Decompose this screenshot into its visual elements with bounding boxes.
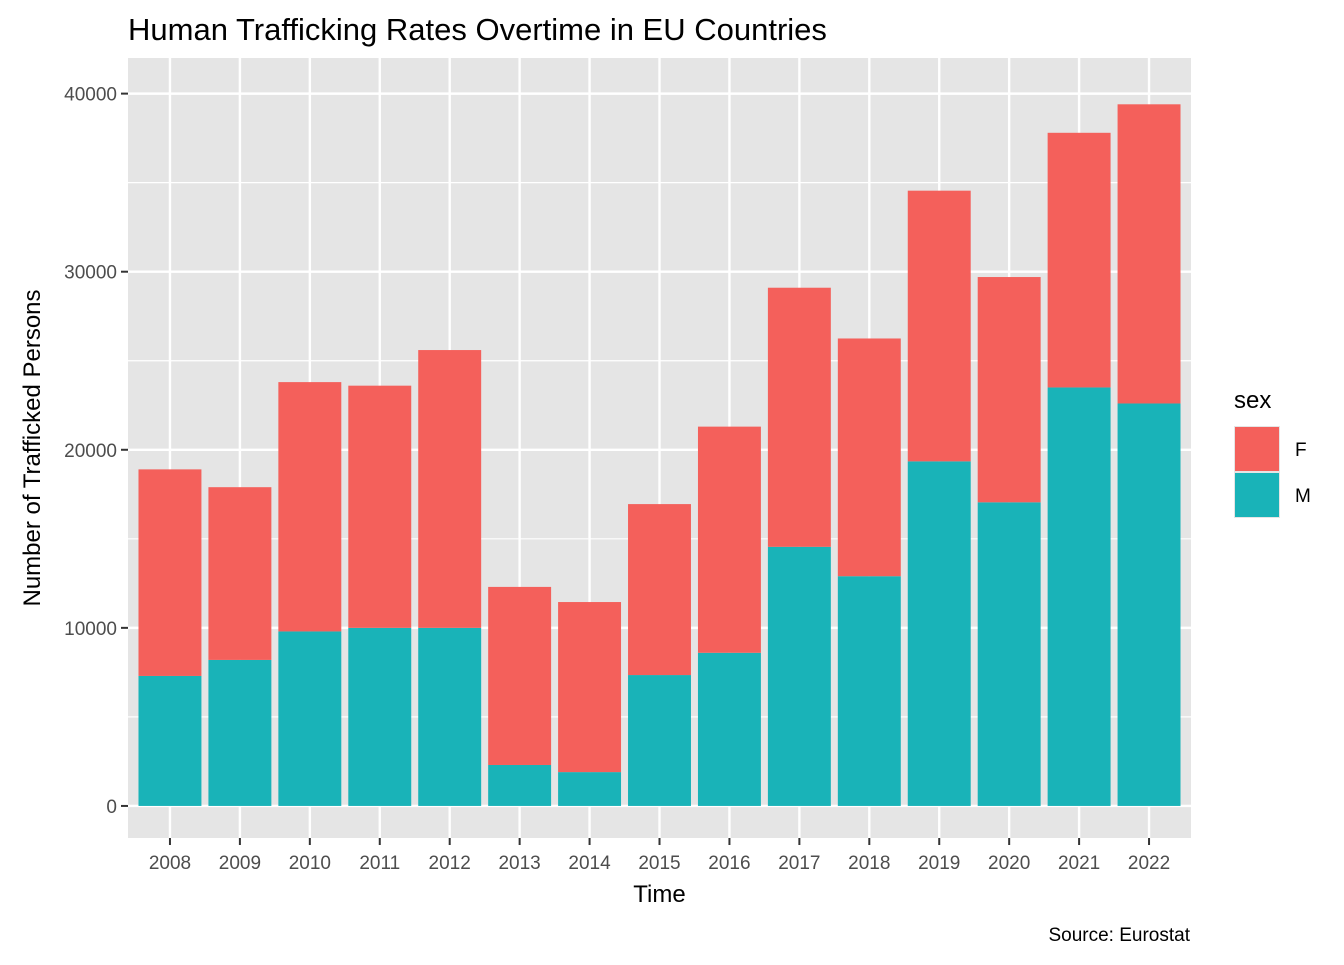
- bar-F-2012: [418, 350, 482, 628]
- bars: [138, 104, 1181, 806]
- x-tick-label: 2017: [778, 853, 820, 874]
- y-tick-label: 0: [106, 797, 117, 818]
- y-tick-label: 10000: [64, 619, 117, 640]
- x-tick-label: 2014: [568, 853, 611, 874]
- bar-M-2022: [1117, 403, 1181, 806]
- bar-M-2021: [1047, 387, 1111, 806]
- bar-M-2014: [558, 772, 622, 806]
- bar-F-2019: [907, 190, 971, 462]
- x-tick-label: 2012: [429, 853, 471, 874]
- bar-M-2016: [697, 652, 761, 806]
- bar-F-2022: [1117, 104, 1181, 404]
- y-tick-label: 30000: [64, 263, 117, 284]
- bar-M-2020: [977, 502, 1041, 806]
- chart-title: Human Trafficking Rates Overtime in EU C…: [128, 12, 827, 47]
- bar-M-2010: [278, 631, 342, 806]
- bar-M-2013: [488, 764, 552, 806]
- bar-F-2011: [348, 385, 412, 628]
- legend-swatch-M: [1235, 473, 1279, 517]
- x-tick-label: 2016: [708, 853, 750, 874]
- y-axis: 0 10000 20000 30000 40000: [64, 85, 128, 818]
- x-tick-label: 2022: [1128, 853, 1170, 874]
- bar-F-2015: [628, 504, 691, 676]
- bar-F-2020: [977, 277, 1041, 503]
- x-tick-label: 2021: [1058, 853, 1100, 874]
- x-tick-label: 2018: [848, 853, 890, 874]
- x-tick-label: 2013: [498, 853, 540, 874]
- bar-M-2011: [348, 627, 412, 806]
- bar-F-2008: [138, 469, 202, 676]
- bar-F-2013: [488, 586, 552, 765]
- x-tick-label: 2020: [988, 853, 1030, 874]
- bar-M-2009: [208, 659, 272, 806]
- legend-label-M: M: [1295, 486, 1311, 507]
- bar-F-2017: [767, 287, 831, 547]
- x-tick-label: 2015: [638, 853, 680, 874]
- x-axis-label: Time: [633, 881, 685, 908]
- y-tick-label: 40000: [64, 85, 117, 106]
- x-tick-label: 2019: [918, 853, 960, 874]
- x-tick-label: 2010: [289, 853, 331, 874]
- legend: sex F M: [1234, 387, 1311, 518]
- x-axis: 2008 2009 2010 2011 2012 2013 2014 2015 2016 2017…: [149, 838, 1170, 874]
- y-tick-label: 20000: [64, 441, 117, 462]
- source-caption: Source: Eurostat: [1048, 925, 1190, 946]
- bar-M-2019: [907, 461, 971, 806]
- bar-M-2015: [628, 675, 691, 806]
- bar-F-2018: [837, 338, 901, 577]
- bar-M-2008: [138, 675, 202, 806]
- bar-F-2010: [278, 382, 342, 632]
- legend-title: sex: [1234, 387, 1271, 414]
- bar-F-2009: [208, 487, 272, 660]
- legend-label-F: F: [1295, 440, 1307, 461]
- bar-F-2016: [697, 426, 761, 653]
- bar-F-2014: [558, 602, 622, 773]
- bar-M-2018: [837, 576, 901, 806]
- x-tick-label: 2009: [219, 853, 261, 874]
- bar-F-2021: [1047, 132, 1111, 388]
- y-axis-label: Number of Trafficked Persons: [19, 289, 46, 606]
- bar-M-2017: [767, 546, 831, 806]
- x-tick-label: 2008: [149, 853, 191, 874]
- legend-swatch-F: [1235, 427, 1279, 471]
- bar-M-2012: [418, 627, 482, 806]
- x-tick-label: 2011: [359, 853, 400, 874]
